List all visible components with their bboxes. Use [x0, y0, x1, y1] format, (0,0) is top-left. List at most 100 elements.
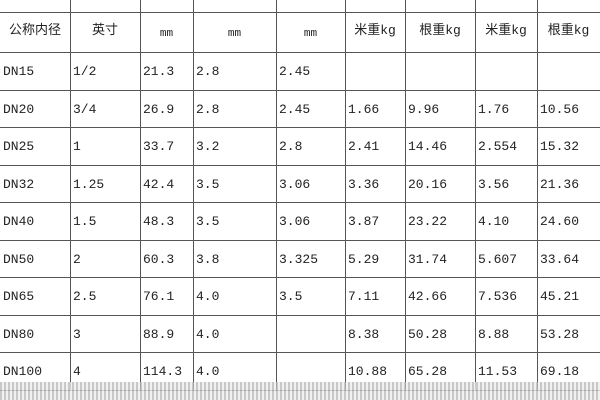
table-cell: DN100 — [3, 364, 43, 379]
table-cell: 10.88 — [348, 364, 388, 379]
table-cell: 4.0 — [196, 326, 220, 342]
header-cell: 公称内径 — [8, 23, 61, 38]
table-cell: 26.9 — [143, 101, 175, 117]
table-cell: 2.8 — [196, 64, 220, 79]
table-cell: 3.8 — [196, 251, 220, 267]
table-cell: 114.3 — [143, 364, 183, 379]
table-cell: 42.4 — [143, 176, 175, 192]
table-cell: DN40 — [3, 214, 35, 229]
table-cell: 7.11 — [348, 289, 380, 304]
table-cell: 2.8 — [279, 139, 303, 154]
table-cell: 5.29 — [348, 251, 380, 267]
table-cell: DN80 — [3, 326, 35, 342]
column-line — [345, 0, 346, 390]
table-cell: 4 — [73, 364, 81, 379]
table-cell: 1 — [73, 139, 81, 154]
table-cell: 1.5 — [73, 214, 97, 229]
table-cell: 9.96 — [408, 101, 440, 117]
table-cell: 88.9 — [143, 326, 175, 342]
table-cell: 3.5 — [279, 289, 303, 304]
table-cell: 3.325 — [279, 251, 319, 267]
table-cell: 21.36 — [540, 176, 580, 192]
table-cell: 1.76 — [478, 101, 510, 117]
table-cell: 2.8 — [196, 101, 220, 117]
row-line — [0, 127, 600, 128]
header-cell: 米重kg — [485, 23, 527, 38]
table-cell: 5.607 — [478, 251, 518, 267]
table-cell: 11.53 — [478, 364, 518, 379]
table-cell: 3.36 — [348, 176, 380, 192]
table-cell: 2.5 — [73, 289, 97, 304]
scan-noise — [0, 382, 600, 400]
table-cell: DN32 — [3, 176, 35, 192]
table-cell: 3.06 — [279, 214, 311, 229]
header-cell: 米重kg — [354, 23, 396, 38]
table-cell: 3/4 — [73, 101, 97, 117]
table-cell: 21.3 — [143, 64, 175, 79]
table-cell: 2.554 — [478, 139, 518, 154]
table-cell: 3.5 — [196, 176, 220, 192]
table-cell: 2.41 — [348, 139, 380, 154]
row-line — [0, 12, 600, 13]
row-line — [0, 239, 600, 241]
table-cell: 42.66 — [408, 289, 448, 304]
column-line — [140, 0, 141, 390]
header-cell: mm — [303, 28, 318, 40]
table-cell: 3.5 — [196, 214, 220, 229]
header-cell: mm — [227, 28, 242, 40]
table-cell: 3 — [73, 326, 81, 342]
table-cell: 3.56 — [478, 176, 510, 192]
column-line — [70, 0, 71, 390]
table-cell: DN65 — [3, 289, 35, 304]
table-cell: 8.88 — [478, 326, 510, 342]
table-cell: 48.3 — [143, 214, 175, 229]
table-cell: 60.3 — [143, 251, 175, 267]
header-cell: mm — [159, 28, 174, 40]
row-line — [0, 277, 600, 278]
table-cell: 33.64 — [540, 251, 580, 267]
column-line — [475, 0, 476, 390]
row-line — [0, 352, 600, 353]
table-cell: 3.87 — [348, 214, 380, 229]
table-cell: 2.45 — [279, 101, 311, 117]
table-cell: 3.06 — [279, 176, 311, 192]
table-cell: 31.74 — [408, 251, 448, 267]
table-cell: 4.0 — [196, 289, 220, 304]
header-cell: 英寸 — [91, 23, 118, 38]
row-line — [0, 314, 600, 316]
table-cell: 15.32 — [540, 139, 580, 154]
table-cell: 10.56 — [540, 101, 580, 117]
table-cell: 65.28 — [408, 364, 448, 379]
table-cell: 3.2 — [196, 139, 220, 154]
row-line — [0, 202, 600, 203]
table-cell: 24.60 — [540, 214, 580, 229]
row-line — [0, 52, 600, 53]
table-cell: 1/2 — [73, 64, 97, 79]
row-line — [0, 89, 600, 91]
table-cell: 20.16 — [408, 176, 448, 192]
table-cell: 4.10 — [478, 214, 510, 229]
header-cell: 根重kg — [419, 23, 461, 38]
table-cell: DN25 — [3, 139, 35, 154]
table-cell: 14.46 — [408, 139, 448, 154]
table-cell: 45.21 — [540, 289, 580, 304]
table-cell: 8.38 — [348, 326, 380, 342]
table-cell: DN20 — [3, 101, 35, 117]
table-cell: 53.28 — [540, 326, 580, 342]
table-cell: DN50 — [3, 251, 35, 267]
table-cell: 69.18 — [540, 364, 580, 379]
header-cell: 根重kg — [547, 23, 590, 38]
table-cell: 2 — [73, 251, 81, 267]
table-cell: 7.536 — [478, 289, 518, 304]
column-line — [405, 0, 406, 390]
table-cell: DN15 — [3, 64, 35, 79]
table-cell: 33.7 — [143, 139, 175, 154]
table-cell: 1.25 — [73, 176, 105, 192]
table-cell: 2.45 — [279, 64, 311, 79]
table-cell: 50.28 — [408, 326, 448, 342]
column-line — [537, 0, 538, 390]
table-cell: 23.22 — [408, 214, 448, 229]
table-cell: 76.1 — [143, 289, 175, 304]
row-line — [0, 164, 600, 166]
